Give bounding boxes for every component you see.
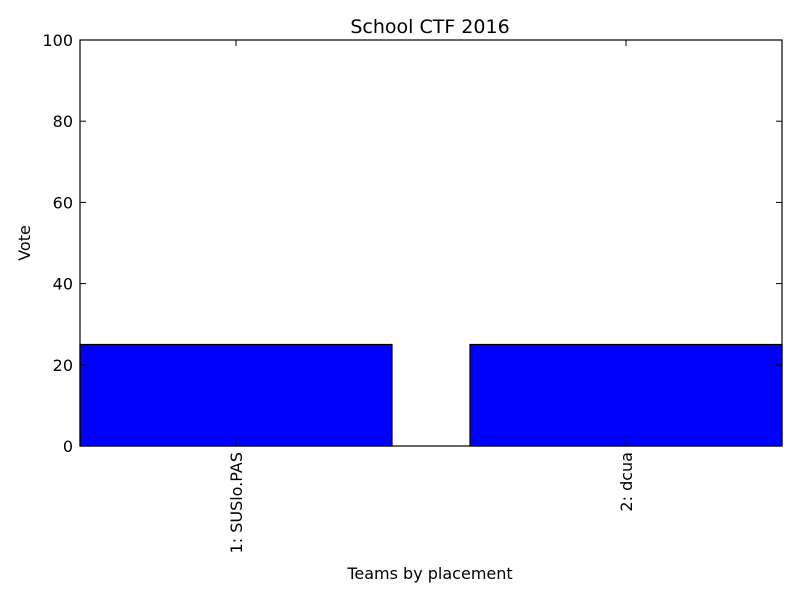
y-tick-label: 40 [53, 275, 73, 294]
y-tick-label: 20 [53, 356, 73, 375]
bar-2 [469, 343, 783, 447]
x-axis-title: Teams by placement [346, 564, 512, 583]
x-tick-label: 1: SUSlo.PAS [227, 452, 246, 553]
y-tick-label: 60 [53, 193, 73, 212]
plot-frame [79, 39, 783, 447]
y-axis-title: Vote [15, 225, 34, 261]
y-axis: 0 20 40 60 80 100 [42, 31, 782, 456]
x-tick-label: 2: dcua [617, 452, 636, 512]
x-axis: 1: SUSlo.PAS 2: dcua [227, 40, 636, 553]
y-tick-label: 0 [63, 437, 73, 456]
y-tick-label: 80 [53, 112, 73, 131]
bar-1 [79, 343, 393, 447]
y-tick-label: 100 [42, 31, 73, 50]
chart-title: School CTF 2016 [350, 16, 509, 38]
bars-group [79, 343, 783, 447]
